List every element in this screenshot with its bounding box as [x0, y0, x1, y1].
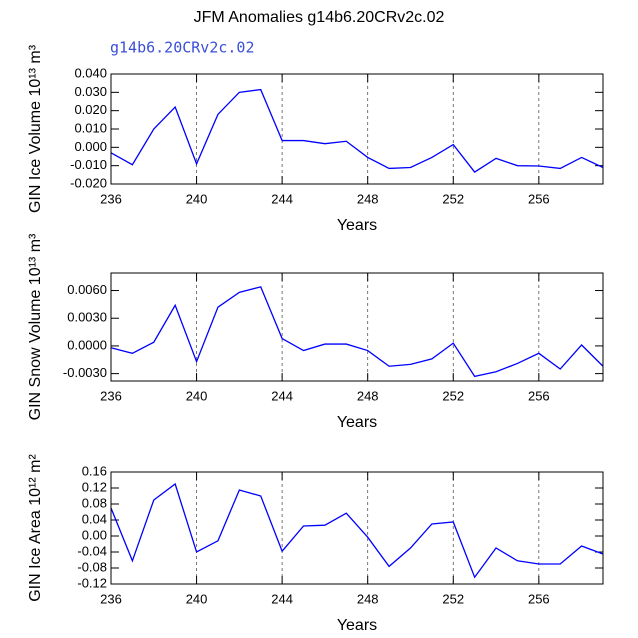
- y-axis-label: GIN Ice Area 10¹² m²: [27, 454, 44, 602]
- y-tick-label: -0.08: [77, 559, 107, 574]
- plot-frame: [110, 471, 604, 585]
- x-tick-label: 244: [271, 191, 293, 206]
- x-tick-label: 252: [442, 591, 464, 606]
- y-tick-label: 0.0060: [67, 282, 107, 297]
- x-tick-label: 240: [186, 191, 208, 206]
- y-tick-label: 0.000: [74, 139, 107, 154]
- y-axis-label: GIN Snow Volume 10¹³ m³: [27, 233, 44, 420]
- x-tick-label: 252: [442, 388, 464, 403]
- y-tick-label: 0.08: [82, 495, 107, 510]
- chart-subtitle: g14b6.20CRv2c.02: [110, 39, 255, 57]
- x-tick-label: 248: [357, 388, 379, 403]
- x-axis-label: Years: [337, 414, 377, 431]
- x-tick-label: 256: [528, 388, 550, 403]
- y-tick-label: -0.04: [77, 543, 107, 558]
- data-line: [110, 482, 604, 579]
- chart-title: JFM Anomalies g14b6.20CRv2c.02: [194, 9, 445, 26]
- y-tick-label: 0.16: [82, 463, 107, 478]
- y-tick-label: -0.0030: [63, 365, 107, 380]
- plot-frame: [110, 272, 604, 382]
- x-axis-label: Years: [337, 617, 377, 634]
- x-tick-label: 248: [357, 591, 379, 606]
- x-tick-label: 244: [271, 388, 293, 403]
- y-tick-label: -0.12: [77, 575, 107, 590]
- x-tick-label: 252: [442, 191, 464, 206]
- y-tick-label: 0.00: [82, 527, 107, 542]
- data-line: [110, 88, 604, 173]
- x-axis-label: Years: [337, 217, 377, 234]
- y-tick-label: -0.010: [70, 157, 107, 172]
- x-tick-label: 256: [528, 191, 550, 206]
- y-axis-label: GIN Ice Volume 10¹³ m³: [27, 44, 44, 213]
- x-tick-label: 236: [100, 191, 122, 206]
- x-tick-label: 240: [186, 591, 208, 606]
- y-tick-label: 0.040: [74, 65, 107, 80]
- data-line: [110, 286, 604, 378]
- x-tick-label: 256: [528, 591, 550, 606]
- y-tick-label: 0.0030: [67, 310, 107, 325]
- y-tick-label: 0.030: [74, 84, 107, 99]
- y-tick-label: 0.04: [82, 511, 107, 526]
- y-tick-label: 0.12: [82, 479, 107, 494]
- plot-frame: [110, 73, 604, 185]
- y-tick-label: 0.010: [74, 120, 107, 135]
- x-tick-label: 244: [271, 591, 293, 606]
- y-tick-label: 0.020: [74, 102, 107, 117]
- y-tick-label: 0.0000: [67, 337, 107, 352]
- x-tick-label: 240: [186, 388, 208, 403]
- x-tick-label: 236: [100, 591, 122, 606]
- x-tick-label: 236: [100, 388, 122, 403]
- y-tick-label: -0.020: [70, 175, 107, 190]
- x-tick-label: 248: [357, 191, 379, 206]
